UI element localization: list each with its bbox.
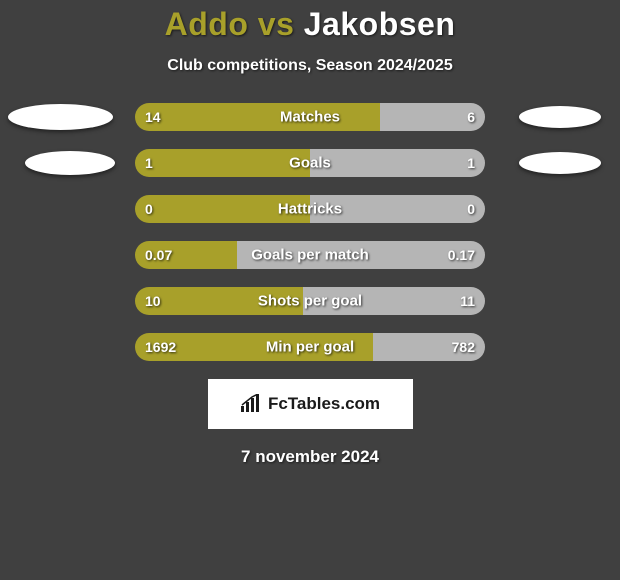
date-label: 7 november 2024 bbox=[0, 447, 620, 467]
stat-label: Goals per match bbox=[251, 247, 369, 264]
player1-marker bbox=[25, 151, 115, 175]
stat-label: Shots per goal bbox=[258, 293, 362, 310]
player1-name: Addo bbox=[165, 6, 249, 42]
stat-label: Hattricks bbox=[278, 201, 342, 218]
value-right: 1 bbox=[467, 155, 475, 171]
stat-bar: 14 6 Matches bbox=[135, 103, 485, 131]
stat-bar: 10 11 Shots per goal bbox=[135, 287, 485, 315]
value-right: 782 bbox=[452, 339, 475, 355]
comparison-infographic: Addo vs Jakobsen Club competitions, Seas… bbox=[0, 0, 620, 467]
stat-label: Goals bbox=[289, 155, 331, 172]
bar-right bbox=[310, 149, 485, 177]
stat-row: 0 0 Hattricks bbox=[0, 195, 620, 223]
branding-badge: FcTables.com bbox=[208, 379, 413, 429]
value-left: 1 bbox=[145, 155, 153, 171]
subtitle: Club competitions, Season 2024/2025 bbox=[0, 57, 620, 75]
stat-bar: 0 0 Hattricks bbox=[135, 195, 485, 223]
value-left: 1692 bbox=[145, 339, 176, 355]
stats-list: 146Matches11Goals00Hattricks0.070.17Goal… bbox=[0, 103, 620, 361]
player2-marker bbox=[519, 152, 601, 174]
stat-row: 1 1 Goals bbox=[0, 149, 620, 177]
value-right: 6 bbox=[467, 109, 475, 125]
stat-row: 0.07 0.17 Goals per match bbox=[0, 241, 620, 269]
bar-chart-icon bbox=[240, 394, 262, 414]
stat-bar: 1 1 Goals bbox=[135, 149, 485, 177]
bar-left bbox=[135, 103, 380, 131]
stat-row: 14 6 Matches bbox=[0, 103, 620, 131]
value-right: 11 bbox=[460, 293, 475, 309]
player1-marker bbox=[8, 104, 113, 130]
stat-row: 10 11 Shots per goal bbox=[0, 287, 620, 315]
stat-bar: 1692 782 Min per goal bbox=[135, 333, 485, 361]
stat-bar: 0.07 0.17 Goals per match bbox=[135, 241, 485, 269]
branding-text: FcTables.com bbox=[268, 394, 380, 414]
value-left: 0.07 bbox=[145, 247, 172, 263]
stat-label: Min per goal bbox=[266, 339, 354, 356]
player2-name: Jakobsen bbox=[304, 6, 456, 42]
player2-marker bbox=[519, 106, 601, 128]
stat-row: 1692 782 Min per goal bbox=[0, 333, 620, 361]
stat-label: Matches bbox=[280, 109, 340, 126]
value-left: 14 bbox=[145, 109, 161, 125]
title-vs: vs bbox=[248, 6, 303, 42]
title: Addo vs Jakobsen bbox=[0, 6, 620, 43]
bar-left bbox=[135, 149, 310, 177]
value-right: 0.17 bbox=[448, 247, 475, 263]
value-left: 0 bbox=[145, 201, 153, 217]
value-right: 0 bbox=[467, 201, 475, 217]
value-left: 10 bbox=[145, 293, 161, 309]
